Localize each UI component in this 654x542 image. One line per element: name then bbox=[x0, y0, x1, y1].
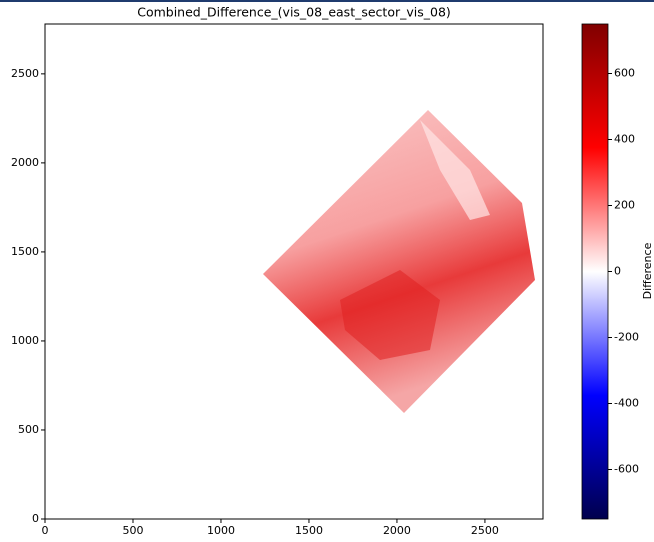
colorbar-tick-label: 200 bbox=[614, 199, 635, 212]
x-tick-label: 0 bbox=[42, 524, 49, 537]
image-footprint bbox=[263, 110, 535, 413]
colorbar-tick-label: 600 bbox=[614, 67, 635, 80]
colorbar-label: Difference bbox=[641, 242, 654, 299]
colorbar-tick-label: 0 bbox=[614, 265, 621, 278]
y-tick-label: 0 bbox=[32, 512, 39, 525]
y-tick-label: 1000 bbox=[11, 334, 39, 347]
colorbar bbox=[582, 24, 608, 519]
x-tick-label: 1500 bbox=[295, 524, 323, 537]
x-tick-label: 500 bbox=[122, 524, 143, 537]
x-tick-label: 1000 bbox=[207, 524, 235, 537]
y-tick-label: 1500 bbox=[11, 245, 39, 258]
chart-title: Combined_Difference_(vis_08_east_sector_… bbox=[137, 5, 451, 20]
x-tick-label: 2000 bbox=[383, 524, 411, 537]
y-tick-label: 500 bbox=[18, 423, 39, 436]
y-tick-label: 2000 bbox=[11, 156, 39, 169]
x-tick-label: 2500 bbox=[471, 524, 499, 537]
colorbar-tick-label: -400 bbox=[614, 397, 639, 410]
colorbar-tick-label: -600 bbox=[614, 463, 639, 476]
colorbar-tick-label: -200 bbox=[614, 331, 639, 344]
chart: Combined_Difference_(vis_08_east_sector_… bbox=[0, 0, 654, 538]
y-tick-label: 2500 bbox=[11, 67, 39, 80]
colorbar-tick-label: 400 bbox=[614, 133, 635, 146]
top-edge bbox=[0, 0, 654, 2]
